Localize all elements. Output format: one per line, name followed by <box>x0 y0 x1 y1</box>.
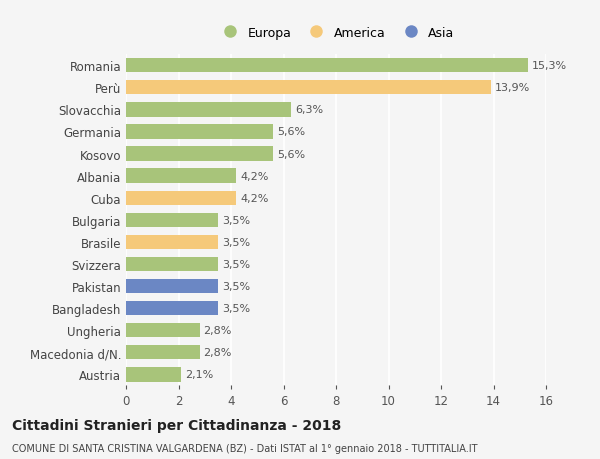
Bar <box>126 345 199 360</box>
Bar <box>126 59 527 73</box>
Bar <box>126 125 273 140</box>
Bar <box>126 169 236 184</box>
Text: 5,6%: 5,6% <box>277 127 305 137</box>
Text: 6,3%: 6,3% <box>295 105 323 115</box>
Text: Cittadini Stranieri per Cittadinanza - 2018: Cittadini Stranieri per Cittadinanza - 2… <box>12 418 341 432</box>
Bar <box>126 367 181 382</box>
Bar <box>126 257 218 272</box>
Text: 4,2%: 4,2% <box>240 171 269 181</box>
Bar <box>126 301 218 316</box>
Text: 2,8%: 2,8% <box>203 347 232 358</box>
Text: 15,3%: 15,3% <box>532 61 566 71</box>
Bar <box>126 81 491 95</box>
Bar <box>126 279 218 294</box>
Text: 3,5%: 3,5% <box>222 303 250 313</box>
Bar <box>126 235 218 250</box>
Bar <box>126 323 199 338</box>
Text: 13,9%: 13,9% <box>495 83 530 93</box>
Text: 4,2%: 4,2% <box>240 193 269 203</box>
Text: 3,5%: 3,5% <box>222 237 250 247</box>
Bar <box>126 147 273 162</box>
Text: 3,5%: 3,5% <box>222 215 250 225</box>
Bar <box>126 213 218 228</box>
Bar <box>126 103 292 118</box>
Text: 2,1%: 2,1% <box>185 369 214 380</box>
Text: 2,8%: 2,8% <box>203 325 232 336</box>
Text: 5,6%: 5,6% <box>277 149 305 159</box>
Bar <box>126 191 236 206</box>
Legend: Europa, America, Asia: Europa, America, Asia <box>212 22 460 45</box>
Text: COMUNE DI SANTA CRISTINA VALGARDENA (BZ) - Dati ISTAT al 1° gennaio 2018 - TUTTI: COMUNE DI SANTA CRISTINA VALGARDENA (BZ)… <box>12 443 478 453</box>
Text: 3,5%: 3,5% <box>222 281 250 291</box>
Text: 3,5%: 3,5% <box>222 259 250 269</box>
